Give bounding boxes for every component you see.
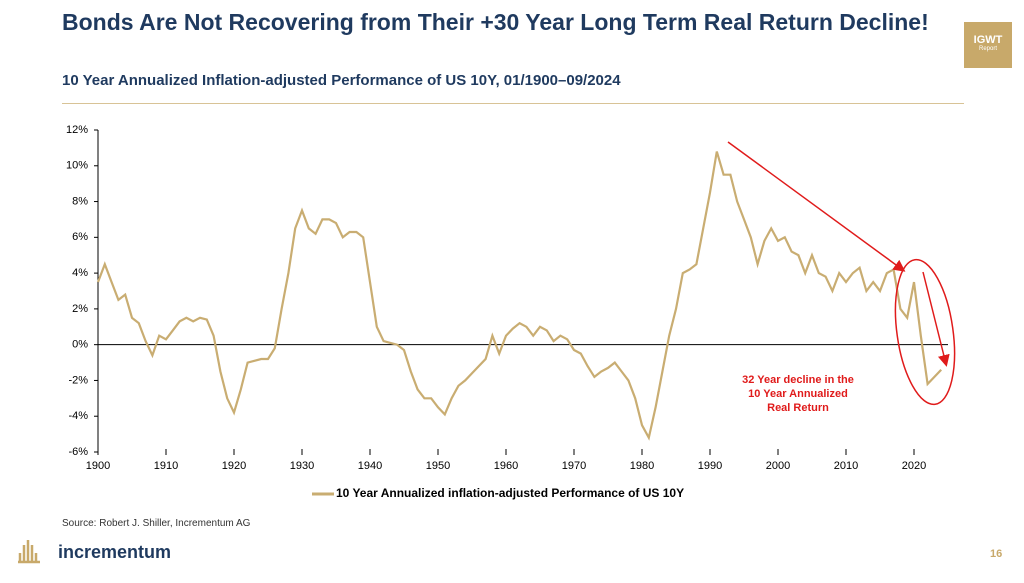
divider xyxy=(62,103,964,104)
y-tick-label: 6% xyxy=(72,231,88,243)
badge-text: IGWT xyxy=(973,34,1003,46)
brand: incrementum xyxy=(58,542,172,562)
y-tick-label: -2% xyxy=(68,374,88,386)
legend-label: 10 Year Annualized inflation-adjusted Pe… xyxy=(336,486,684,500)
y-tick-label: -4% xyxy=(68,410,88,422)
y-tick-label: 8% xyxy=(72,195,88,207)
x-tick-label: 1940 xyxy=(358,460,382,472)
x-tick-label: 1990 xyxy=(698,460,722,472)
y-tick-label: 0% xyxy=(72,339,88,351)
series-line xyxy=(96,151,942,441)
annotation: 32 Year decline in the xyxy=(742,374,854,386)
title: Bonds Are Not Recovering from Their +30 … xyxy=(62,9,929,35)
x-tick-label: 1970 xyxy=(562,460,586,472)
x-tick-label: 1900 xyxy=(86,460,110,472)
x-tick-label: 1920 xyxy=(222,460,246,472)
y-tick-label: -6% xyxy=(68,446,88,458)
y-tick-label: 4% xyxy=(72,267,88,279)
subtitle: 10 Year Annualized Inflation-adjusted Pe… xyxy=(62,72,621,89)
annotation: Real Return xyxy=(767,402,829,414)
y-tick-label: 12% xyxy=(66,124,88,136)
x-tick-label: 1960 xyxy=(494,460,518,472)
x-tick-label: 1950 xyxy=(426,460,450,472)
x-tick-label: 2000 xyxy=(766,460,790,472)
y-tick-label: 10% xyxy=(66,160,88,172)
annotation: 10 Year Annualized xyxy=(748,388,848,400)
badge-text: Report xyxy=(978,46,997,52)
source: Source: Robert J. Shiller, Incrementum A… xyxy=(62,518,251,529)
x-tick-label: 1930 xyxy=(290,460,314,472)
x-tick-label: 2020 xyxy=(902,460,926,472)
x-tick-label: 1980 xyxy=(630,460,654,472)
arrow xyxy=(922,271,950,367)
x-tick-label: 1910 xyxy=(154,460,178,472)
arrow xyxy=(727,141,906,272)
badge: IGWT Report xyxy=(964,22,1012,68)
highlight-ellipse xyxy=(894,258,956,406)
x-tick-label: 2010 xyxy=(834,460,858,472)
page-number: 16 xyxy=(990,548,1003,560)
y-tick-label: 2% xyxy=(72,303,88,315)
brand-icon xyxy=(18,540,40,564)
